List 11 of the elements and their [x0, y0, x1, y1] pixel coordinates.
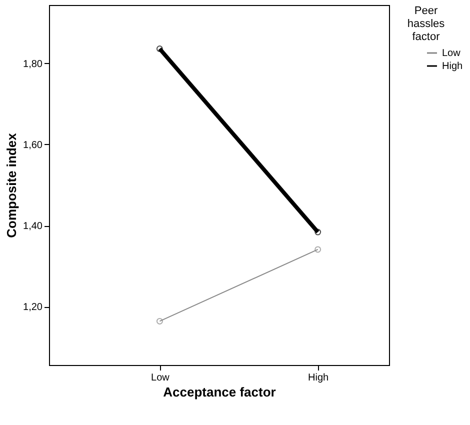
y-tick-label: 1,40	[23, 221, 43, 232]
y-tick-label: 1,60	[23, 140, 43, 151]
y-axis-title: Composite index	[4, 132, 20, 238]
point	[314, 228, 322, 236]
legend-label: Low	[442, 48, 462, 59]
y-tick-label: 1,20	[23, 302, 43, 314]
point	[156, 46, 163, 52]
legend-label: High	[442, 61, 463, 72]
y-tick-label: 1,80	[23, 58, 43, 70]
legend-title: Peer hassles factor	[407, 5, 446, 43]
x-axis-title: Acceptance factor	[163, 384, 276, 400]
